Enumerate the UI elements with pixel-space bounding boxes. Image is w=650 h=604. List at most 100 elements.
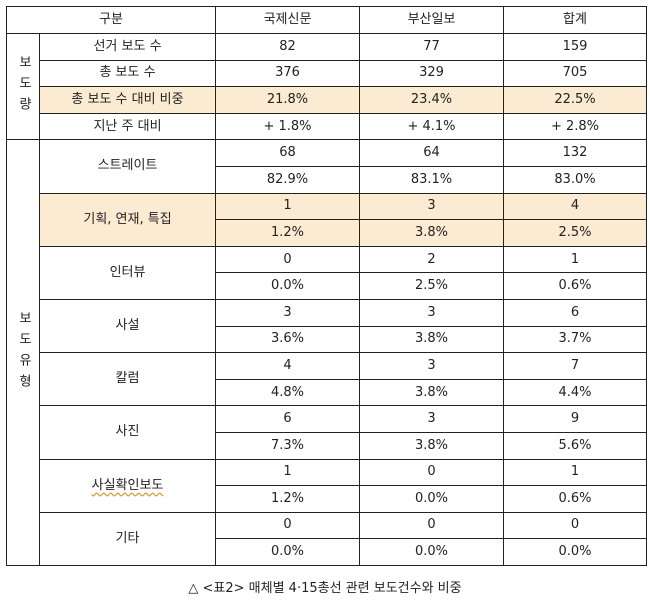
cell-count: 3: [359, 405, 505, 433]
cell-share: 0.0%: [359, 485, 505, 513]
cell-value: 159: [503, 33, 648, 61]
cell-value: 23.4%: [359, 86, 505, 114]
row-label: 사설: [38, 298, 217, 354]
type-row-count: 기획, 연재, 특집 1 3 4: [7, 192, 648, 247]
cell-count: 1: [503, 458, 648, 487]
row-label: 선거 보도 수: [38, 33, 217, 61]
volume-row: 지난 주 대비 + 1.8% + 4.1% + 2.8%: [7, 112, 648, 141]
type-row-count: 보도유형 스트레이트 68 64 132: [6, 139, 648, 566]
cell-count: 68: [215, 139, 361, 167]
type-row-count: 기타 0 0 0: [7, 511, 648, 566]
cell-share: 3.8%: [359, 431, 505, 460]
cell-share: 1.2%: [215, 219, 361, 247]
cell-count: 0: [215, 245, 361, 274]
cell-value: 376: [215, 59, 361, 88]
cell-value: 82: [215, 33, 361, 61]
cell-share: 83.0%: [503, 165, 648, 194]
row-label: 스트레이트: [38, 139, 217, 194]
cell-share: 4.4%: [503, 378, 648, 407]
cell-value: + 2.8%: [503, 112, 648, 141]
cell-share: 1.2%: [215, 485, 361, 513]
cell-share: 82.9%: [215, 165, 361, 194]
cell-share: 83.1%: [359, 165, 505, 194]
row-label-text: 사실확인보도: [91, 477, 164, 493]
cell-count: 3: [215, 298, 361, 327]
type-row-count: 사설 3 3 6: [7, 298, 648, 354]
group-label-types: 보도유형: [6, 139, 40, 566]
cell-share: 0.6%: [503, 272, 648, 300]
cell-count: 4: [503, 192, 648, 221]
header-col: 부산일보: [359, 6, 505, 34]
cell-count: 0: [503, 511, 648, 540]
row-label: 총 보도 수: [38, 59, 217, 88]
cell-count: 6: [215, 405, 361, 433]
type-row-count: 칼럼 4 3 7: [7, 352, 648, 407]
cell-share: 2.5%: [359, 272, 505, 300]
cell-share: 0.0%: [215, 272, 361, 300]
type-row-share: 1.2% 0.0% 0.6%: [7, 485, 648, 513]
cell-count: 64: [359, 139, 505, 167]
type-row-count: 사실확인보도 1 0 1: [7, 458, 648, 513]
row-label: 사진: [38, 405, 217, 460]
type-row-share: 82.9% 83.1% 83.0%: [7, 165, 648, 194]
cell-count: 9: [503, 405, 648, 433]
cell-count: 1: [215, 458, 361, 487]
row-label: 지난 주 대비: [38, 112, 217, 141]
volume-row: 보도량 선거 보도 수 82 77 159: [6, 32, 648, 141]
cell-share: 3.8%: [359, 325, 505, 354]
cell-count: 1: [503, 245, 648, 274]
volume-row: 총 보도 수 376 329 705: [7, 59, 648, 88]
cell-count: 6: [503, 298, 648, 327]
cell-count: 0: [215, 511, 361, 540]
cell-count: 4: [215, 352, 361, 380]
type-row-count: 사진 6 3 9: [7, 405, 648, 460]
cell-share: 5.6%: [503, 431, 648, 460]
row-label: 기획, 연재, 특집: [38, 192, 217, 247]
cell-count: 0: [359, 458, 505, 487]
type-row-share: 0.0% 2.5% 0.6%: [7, 272, 648, 300]
cell-value: 22.5%: [503, 86, 648, 114]
cell-count: 1: [215, 192, 361, 221]
cell-count: 7: [503, 352, 648, 380]
header-col: 합계: [503, 6, 648, 34]
cell-share: 2.5%: [503, 219, 648, 247]
cell-share: 0.0%: [503, 538, 648, 566]
type-row-share: 7.3% 3.8% 5.6%: [7, 431, 648, 460]
volume-row: 총 보도 수 대비 비중 21.8% 23.4% 22.5%: [6, 86, 648, 114]
cell-share: 0.0%: [359, 538, 505, 566]
cell-value: 705: [503, 59, 648, 88]
row-label: 사실확인보도: [38, 458, 217, 513]
row-label: 기타: [38, 511, 217, 566]
header-row: 구분 국제신문 부산일보 합계: [5, 6, 648, 34]
cell-count: 0: [359, 511, 505, 540]
header-category: 구분: [5, 6, 217, 34]
type-row-share: 3.6% 3.8% 3.7%: [7, 325, 648, 354]
cell-count: 3: [359, 192, 505, 221]
group-label-volume: 보도량: [6, 32, 40, 141]
cell-share: 7.3%: [215, 431, 361, 460]
cell-share: 4.8%: [215, 378, 361, 407]
row-label: 칼럼: [38, 352, 217, 407]
table-caption: △ <표2> 매체별 4·15총선 관련 보도건수와 비중: [188, 581, 462, 596]
type-row-share: 0.0% 0.0% 0.0%: [7, 538, 648, 566]
row-label: 총 보도 수 대비 비중: [38, 86, 217, 114]
cell-count: 132: [503, 139, 648, 167]
cell-value: 21.8%: [215, 86, 361, 114]
type-row-share: 1.2% 3.8% 2.5%: [7, 219, 648, 247]
cell-share: 3.8%: [359, 378, 505, 407]
type-row-count: 인터뷰 0 2 1: [7, 245, 648, 300]
cell-share: 3.7%: [503, 325, 648, 354]
cell-share: 0.0%: [215, 538, 361, 566]
header-col: 국제신문: [215, 6, 361, 34]
cell-count: 3: [359, 298, 505, 327]
cell-value: + 1.8%: [215, 112, 361, 141]
cell-share: 3.8%: [359, 219, 505, 247]
row-label: 인터뷰: [38, 245, 217, 300]
cell-count: 3: [359, 352, 505, 380]
cell-count: 2: [359, 245, 505, 274]
cell-share: 3.6%: [215, 325, 361, 354]
type-row-share: 4.8% 3.8% 4.4%: [7, 378, 648, 407]
cell-value: 77: [359, 33, 505, 61]
cell-value: 329: [359, 59, 505, 88]
